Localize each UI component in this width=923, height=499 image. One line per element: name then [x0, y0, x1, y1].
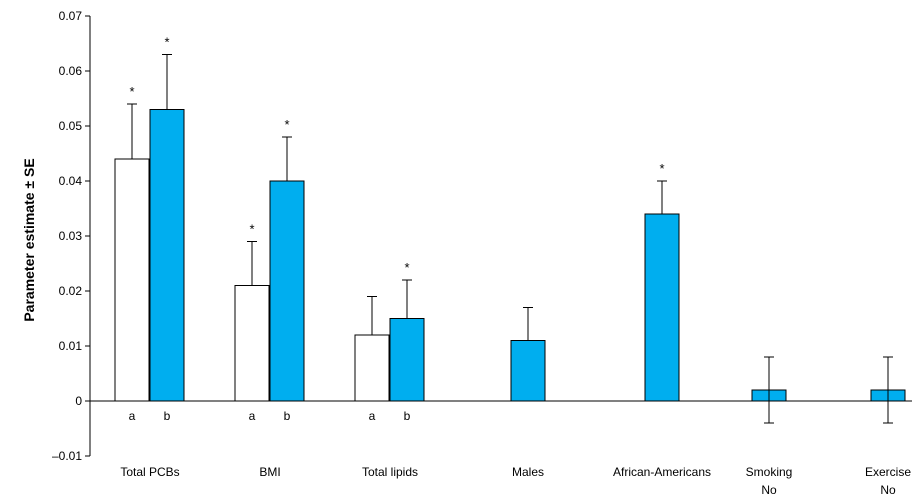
bar-b [269, 180, 305, 402]
y-tick-label: 0 [75, 394, 82, 408]
significance-marker: * [249, 222, 254, 237]
bars [114, 109, 906, 402]
significance-marker: * [129, 84, 134, 99]
category-label: Total lipids [362, 465, 418, 479]
y-tick-label: 0.05 [59, 119, 83, 133]
bar-tag: a [129, 409, 136, 423]
y-tick-label: 0.06 [59, 64, 83, 78]
bar-b [510, 340, 546, 402]
bar-a [354, 334, 390, 402]
bar-tag: b [404, 409, 411, 423]
category-label: Total PCBs [120, 465, 179, 479]
significance-marker: * [284, 117, 289, 132]
category-sublabel: No [761, 483, 777, 497]
y-tick-label: 0.02 [59, 284, 83, 298]
category-label: BMI [259, 465, 280, 479]
y-axis-label: Parameter estimate ± SE [21, 158, 37, 321]
significance-marker: * [659, 161, 664, 176]
significance-marker: * [404, 260, 409, 275]
axes [89, 16, 912, 456]
error-bars [127, 54, 893, 424]
bar-b [644, 213, 680, 402]
y-tick-label: 0.07 [59, 9, 83, 23]
category-label: Smoking [746, 465, 793, 479]
bar-a [234, 285, 270, 402]
y-tick-label: –0.01 [52, 449, 82, 463]
labels: Total PCBs BMI Total lipids Males African-Am… [120, 35, 911, 498]
category-sublabel: No [880, 483, 896, 497]
bar-b [149, 109, 185, 402]
bar-tag: b [164, 409, 171, 423]
category-label: Males [512, 465, 544, 479]
category-label: Exercise [865, 465, 911, 479]
significance-marker: * [164, 35, 169, 50]
category-label: African-Americans [613, 465, 711, 479]
y-tick-label: 0.03 [59, 229, 83, 243]
bar-b [389, 318, 425, 402]
y-tick-label: 0.04 [59, 174, 83, 188]
bar-tag: b [284, 409, 291, 423]
y-ticks: –0.01 0 0.01 0.02 0.03 0.04 0.05 0.06 0.07 [52, 9, 90, 463]
bar-tag: a [249, 409, 256, 423]
y-tick-label: 0.01 [59, 339, 83, 353]
bar-a [114, 158, 150, 402]
bar-tag: a [369, 409, 376, 423]
